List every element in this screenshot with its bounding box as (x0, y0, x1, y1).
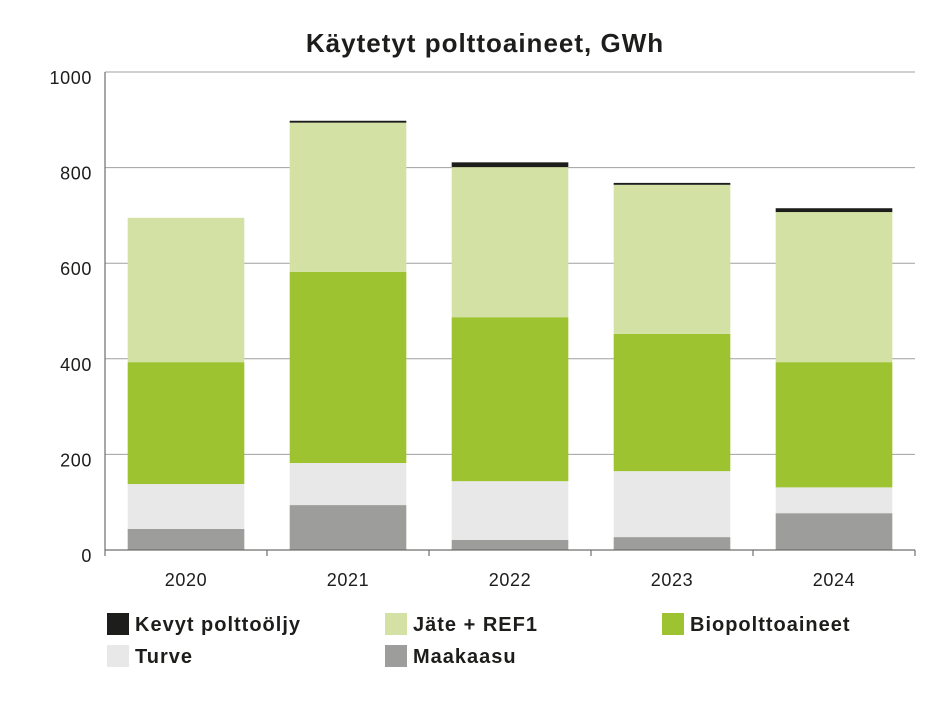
legend: Kevyt polttoöljy Jäte + REF1 Biopolttoaine… (107, 613, 851, 668)
y-tick-label-600: 600 (60, 259, 92, 279)
legend-item-maakaasu: Maakaasu (385, 645, 517, 668)
legend-label-turve: Turve (135, 646, 193, 668)
bars (127, 120, 893, 550)
legend-label-jate-ref1: Jäte + REF1 (413, 614, 538, 636)
bar-2021-jate-ref1 (289, 122, 407, 272)
x-tick-label-2023: 2023 (651, 570, 693, 590)
y-tick-label-800: 800 (60, 164, 92, 184)
x-tick-label-2020: 2020 (165, 570, 207, 590)
bar-2022-jate-ref1 (451, 167, 569, 318)
bar-stack-2020 (127, 217, 245, 550)
x-tick-label-2024: 2024 (813, 570, 855, 590)
y-tick-label-200: 200 (60, 450, 92, 470)
legend-swatch-kevyt-polttooljy (107, 613, 129, 635)
bar-2022-maakaasu (451, 539, 569, 550)
legend-swatch-jate-ref1 (385, 613, 407, 635)
bar-2020-biopolttoaineet (127, 362, 245, 485)
legend-swatch-turve (107, 645, 129, 667)
chart-title: Käytetyt polttoaineet, GWh (306, 28, 664, 58)
y-tick-label-0: 0 (81, 546, 92, 566)
bar-2020-jate-ref1 (127, 217, 245, 363)
bar-2020-turve (127, 484, 245, 529)
bar-2024-turve (775, 487, 893, 514)
bar-stack-2021 (289, 120, 407, 550)
bar-2023-turve (613, 471, 731, 538)
bar-2024-jate-ref1 (775, 212, 893, 363)
legend-item-turve: Turve (107, 645, 193, 668)
bar-stack-2022 (451, 162, 569, 550)
bar-2023-kevyt-polttooljy (613, 182, 731, 185)
bar-2023-jate-ref1 (613, 184, 731, 334)
legend-label-kevyt-polttooljy: Kevyt polttoöljy (135, 614, 301, 636)
legend-label-maakaasu: Maakaasu (413, 646, 517, 668)
legend-item-kevyt-polttooljy: Kevyt polttoöljy (107, 613, 301, 636)
x-tick-label-2021: 2021 (327, 570, 369, 590)
bar-2020-maakaasu (127, 528, 245, 550)
axes (104, 72, 916, 556)
x-tick-labels: 2020 2021 2022 2023 2024 (165, 570, 855, 590)
bar-stack-2023 (613, 182, 731, 550)
legend-swatch-biopolttoaineet (662, 613, 684, 635)
bar-2021-biopolttoaineet (289, 271, 407, 464)
y-tick-labels: 0 200 400 600 800 1000 (50, 68, 92, 566)
legend-swatch-maakaasu (385, 645, 407, 667)
bar-2024-kevyt-polttooljy (775, 208, 893, 213)
y-tick-label-1000: 1000 (50, 68, 92, 88)
bar-2023-biopolttoaineet (613, 333, 731, 472)
y-tick-label-400: 400 (60, 355, 92, 375)
bar-2021-turve (289, 463, 407, 506)
bar-2021-kevyt-polttooljy (289, 120, 407, 123)
bar-2022-biopolttoaineet (451, 317, 569, 482)
bar-2024-maakaasu (775, 513, 893, 550)
bar-2024-biopolttoaineet (775, 362, 893, 488)
bar-2023-maakaasu (613, 537, 731, 550)
bar-2022-turve (451, 481, 569, 540)
bar-2022-kevyt-polttooljy (451, 162, 569, 168)
x-tick-label-2022: 2022 (489, 570, 531, 590)
bar-stack-2024 (775, 208, 893, 550)
bar-2021-maakaasu (289, 505, 407, 550)
legend-label-biopolttoaineet: Biopolttoaineet (690, 614, 851, 636)
legend-item-biopolttoaineet: Biopolttoaineet (662, 613, 851, 636)
legend-item-jate-ref1: Jäte + REF1 (385, 613, 538, 636)
